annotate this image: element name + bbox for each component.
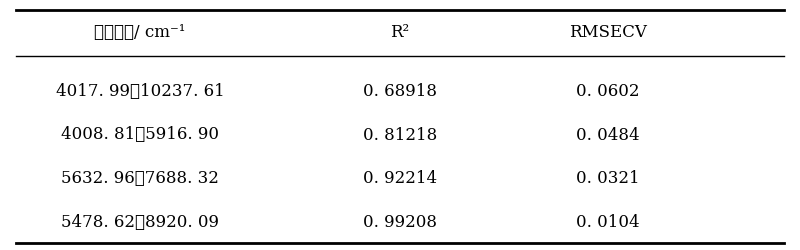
Text: 0. 0104: 0. 0104 (576, 214, 640, 231)
Text: 0. 92214: 0. 92214 (363, 170, 437, 187)
Text: 5632. 96～7688. 32: 5632. 96～7688. 32 (61, 170, 219, 187)
Text: 4017. 99～10237. 61: 4017. 99～10237. 61 (56, 83, 224, 100)
Text: 0. 99208: 0. 99208 (363, 214, 437, 231)
Text: 0. 0321: 0. 0321 (576, 170, 640, 187)
Text: 光谱范围/ cm⁻¹: 光谱范围/ cm⁻¹ (94, 24, 186, 41)
Text: 0. 0484: 0. 0484 (576, 126, 640, 144)
Text: 0. 81218: 0. 81218 (363, 126, 437, 144)
Text: R²: R² (390, 24, 410, 41)
Text: 0. 0602: 0. 0602 (576, 83, 640, 100)
Text: 4008. 81～5916. 90: 4008. 81～5916. 90 (61, 126, 219, 144)
Text: 0. 68918: 0. 68918 (363, 83, 437, 100)
Text: 5478. 62～8920. 09: 5478. 62～8920. 09 (61, 214, 219, 231)
Text: RMSECV: RMSECV (569, 24, 647, 41)
